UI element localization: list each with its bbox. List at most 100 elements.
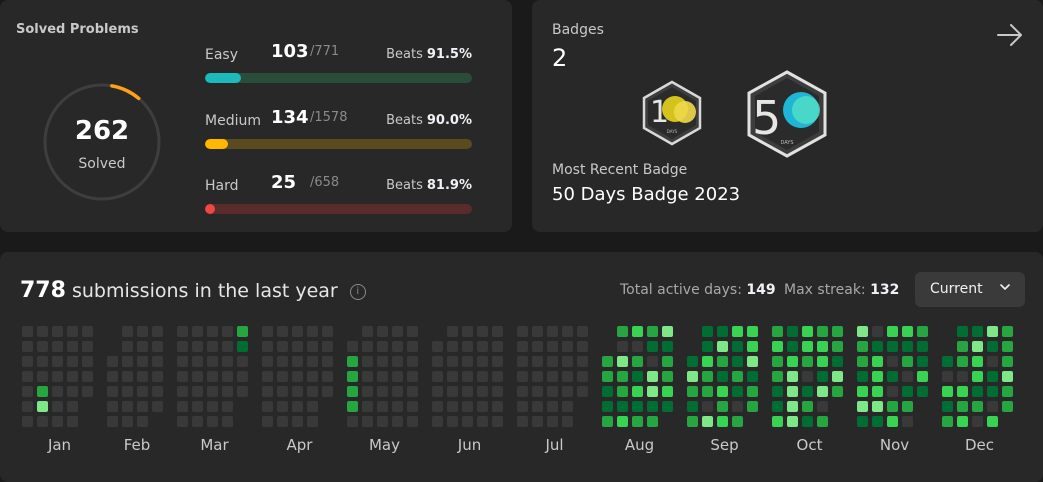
calendar-day-cell[interactable] xyxy=(632,326,643,337)
calendar-day-cell[interactable] xyxy=(832,386,843,397)
calendar-day-cell[interactable] xyxy=(392,371,403,382)
calendar-day-cell[interactable] xyxy=(292,326,303,337)
calendar-day-cell[interactable] xyxy=(67,416,78,427)
calendar-day-cell[interactable] xyxy=(1002,371,1013,382)
calendar-day-cell[interactable] xyxy=(747,326,758,337)
calendar-day-cell[interactable] xyxy=(577,341,588,352)
calendar-day-cell[interactable] xyxy=(562,326,573,337)
calendar-day-cell[interactable] xyxy=(447,386,458,397)
calendar-day-cell[interactable] xyxy=(872,416,883,427)
calendar-day-cell[interactable] xyxy=(237,326,248,337)
calendar-day-cell[interactable] xyxy=(872,326,883,337)
calendar-day-cell[interactable] xyxy=(192,386,203,397)
calendar-day-cell[interactable] xyxy=(447,416,458,427)
calendar-day-cell[interactable] xyxy=(52,341,63,352)
calendar-day-cell[interactable] xyxy=(277,326,288,337)
calendar-day-cell[interactable] xyxy=(82,356,93,367)
calendar-day-cell[interactable] xyxy=(717,356,728,367)
calendar-day-cell[interactable] xyxy=(717,326,728,337)
calendar-day-cell[interactable] xyxy=(662,401,673,412)
calendar-day-cell[interactable] xyxy=(22,416,33,427)
calendar-day-cell[interactable] xyxy=(972,356,983,367)
calendar-day-cell[interactable] xyxy=(942,386,953,397)
calendar-day-cell[interactable] xyxy=(152,356,163,367)
calendar-day-cell[interactable] xyxy=(547,341,558,352)
calendar-day-cell[interactable] xyxy=(772,416,783,427)
calendar-day-cell[interactable] xyxy=(67,401,78,412)
calendar-day-cell[interactable] xyxy=(617,386,628,397)
calendar-day-cell[interactable] xyxy=(52,326,63,337)
calendar-day-cell[interactable] xyxy=(617,416,628,427)
calendar-day-cell[interactable] xyxy=(547,416,558,427)
calendar-day-cell[interactable] xyxy=(562,356,573,367)
calendar-day-cell[interactable] xyxy=(647,356,658,367)
calendar-day-cell[interactable] xyxy=(262,386,273,397)
calendar-day-cell[interactable] xyxy=(972,401,983,412)
calendar-day-cell[interactable] xyxy=(37,371,48,382)
calendar-day-cell[interactable] xyxy=(942,371,953,382)
calendar-day-cell[interactable] xyxy=(307,371,318,382)
calendar-day-cell[interactable] xyxy=(662,371,673,382)
calendar-day-cell[interactable] xyxy=(632,386,643,397)
calendar-day-cell[interactable] xyxy=(37,416,48,427)
calendar-day-cell[interactable] xyxy=(802,386,813,397)
calendar-day-cell[interactable] xyxy=(107,371,118,382)
calendar-day-cell[interactable] xyxy=(207,416,218,427)
calendar-day-cell[interactable] xyxy=(702,401,713,412)
calendar-day-cell[interactable] xyxy=(517,401,528,412)
calendar-day-cell[interactable] xyxy=(987,341,998,352)
calendar-day-cell[interactable] xyxy=(872,401,883,412)
calendar-day-cell[interactable] xyxy=(517,416,528,427)
calendar-day-cell[interactable] xyxy=(887,341,898,352)
calendar-day-cell[interactable] xyxy=(617,356,628,367)
calendar-day-cell[interactable] xyxy=(942,401,953,412)
calendar-day-cell[interactable] xyxy=(732,416,743,427)
calendar-day-cell[interactable] xyxy=(307,356,318,367)
calendar-day-cell[interactable] xyxy=(277,401,288,412)
calendar-day-cell[interactable] xyxy=(817,356,828,367)
calendar-day-cell[interactable] xyxy=(477,326,488,337)
calendar-day-cell[interactable] xyxy=(1002,326,1013,337)
calendar-day-cell[interactable] xyxy=(462,416,473,427)
calendar-day-cell[interactable] xyxy=(462,356,473,367)
calendar-day-cell[interactable] xyxy=(222,326,233,337)
calendar-day-cell[interactable] xyxy=(802,416,813,427)
calendar-day-cell[interactable] xyxy=(787,356,798,367)
calendar-day-cell[interactable] xyxy=(177,326,188,337)
calendar-day-cell[interactable] xyxy=(37,401,48,412)
calendar-day-cell[interactable] xyxy=(887,371,898,382)
calendar-day-cell[interactable] xyxy=(237,356,248,367)
calendar-day-cell[interactable] xyxy=(152,326,163,337)
calendar-day-cell[interactable] xyxy=(717,371,728,382)
calendar-day-cell[interactable] xyxy=(547,401,558,412)
calendar-day-cell[interactable] xyxy=(447,401,458,412)
calendar-day-cell[interactable] xyxy=(957,416,968,427)
calendar-day-cell[interactable] xyxy=(532,326,543,337)
calendar-day-cell[interactable] xyxy=(617,341,628,352)
calendar-day-cell[interactable] xyxy=(392,326,403,337)
calendar-day-cell[interactable] xyxy=(832,356,843,367)
calendar-day-cell[interactable] xyxy=(902,371,913,382)
calendar-day-cell[interactable] xyxy=(67,326,78,337)
calendar-day-cell[interactable] xyxy=(237,371,248,382)
calendar-day-cell[interactable] xyxy=(362,371,373,382)
calendar-day-cell[interactable] xyxy=(377,326,388,337)
calendar-day-cell[interactable] xyxy=(562,371,573,382)
calendar-day-cell[interactable] xyxy=(787,326,798,337)
calendar-day-cell[interactable] xyxy=(562,416,573,427)
calendar-day-cell[interactable] xyxy=(717,341,728,352)
calendar-day-cell[interactable] xyxy=(192,326,203,337)
calendar-day-cell[interactable] xyxy=(772,386,783,397)
calendar-day-cell[interactable] xyxy=(957,386,968,397)
calendar-day-cell[interactable] xyxy=(917,386,928,397)
calendar-day-cell[interactable] xyxy=(322,341,333,352)
calendar-day-cell[interactable] xyxy=(617,326,628,337)
calendar-day-cell[interactable] xyxy=(532,341,543,352)
calendar-day-cell[interactable] xyxy=(407,326,418,337)
calendar-day-cell[interactable] xyxy=(887,356,898,367)
calendar-day-cell[interactable] xyxy=(532,386,543,397)
calendar-day-cell[interactable] xyxy=(392,386,403,397)
calendar-day-cell[interactable] xyxy=(647,326,658,337)
calendar-day-cell[interactable] xyxy=(632,356,643,367)
calendar-day-cell[interactable] xyxy=(987,371,998,382)
